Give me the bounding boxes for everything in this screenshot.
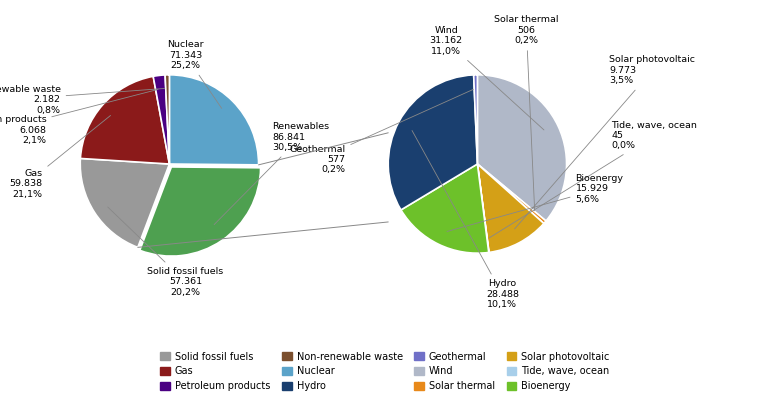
- Text: Wind
31.162
11,0%: Wind 31.162 11,0%: [430, 26, 544, 130]
- Legend: Solid fossil fuels, Gas, Petroleum products, Non-renewable waste, Nuclear, Hydro: Solid fossil fuels, Gas, Petroleum produ…: [156, 348, 614, 395]
- Text: Petroleum products
6.068
2,1%: Petroleum products 6.068 2,1%: [0, 90, 158, 145]
- Text: Solar thermal
506
0,2%: Solar thermal 506 0,2%: [494, 15, 559, 211]
- Text: Non-renewable waste
2.182
0,8%: Non-renewable waste 2.182 0,8%: [0, 85, 165, 115]
- Text: Renewables
86.841
30,5%: Renewables 86.841 30,5%: [214, 122, 329, 225]
- Wedge shape: [80, 158, 169, 247]
- Text: Tide, wave, ocean
45
0,0%: Tide, wave, ocean 45 0,0%: [490, 120, 697, 238]
- Text: Solar photovoltaic
9.773
3,5%: Solar photovoltaic 9.773 3,5%: [514, 56, 695, 229]
- Wedge shape: [140, 167, 260, 256]
- Wedge shape: [80, 76, 169, 164]
- Wedge shape: [165, 75, 169, 164]
- Wedge shape: [153, 75, 169, 164]
- Wedge shape: [477, 164, 546, 224]
- Text: Geothermal
577
0,2%: Geothermal 577 0,2%: [290, 89, 474, 174]
- Wedge shape: [477, 164, 489, 252]
- Wedge shape: [474, 75, 477, 164]
- Wedge shape: [401, 164, 489, 253]
- Wedge shape: [477, 164, 544, 252]
- Text: Bioenergy
15.929
5,6%: Bioenergy 15.929 5,6%: [447, 174, 624, 232]
- Wedge shape: [169, 75, 259, 165]
- Wedge shape: [388, 75, 477, 210]
- Text: Gas
59.838
21,1%: Gas 59.838 21,1%: [10, 116, 111, 198]
- Text: Solid fossil fuels
57.361
20,2%: Solid fossil fuels 57.361 20,2%: [108, 207, 223, 296]
- Text: Hydro
28.488
10,1%: Hydro 28.488 10,1%: [412, 130, 519, 309]
- Wedge shape: [477, 75, 567, 221]
- Text: Nuclear
71.343
25,2%: Nuclear 71.343 25,2%: [167, 40, 222, 108]
